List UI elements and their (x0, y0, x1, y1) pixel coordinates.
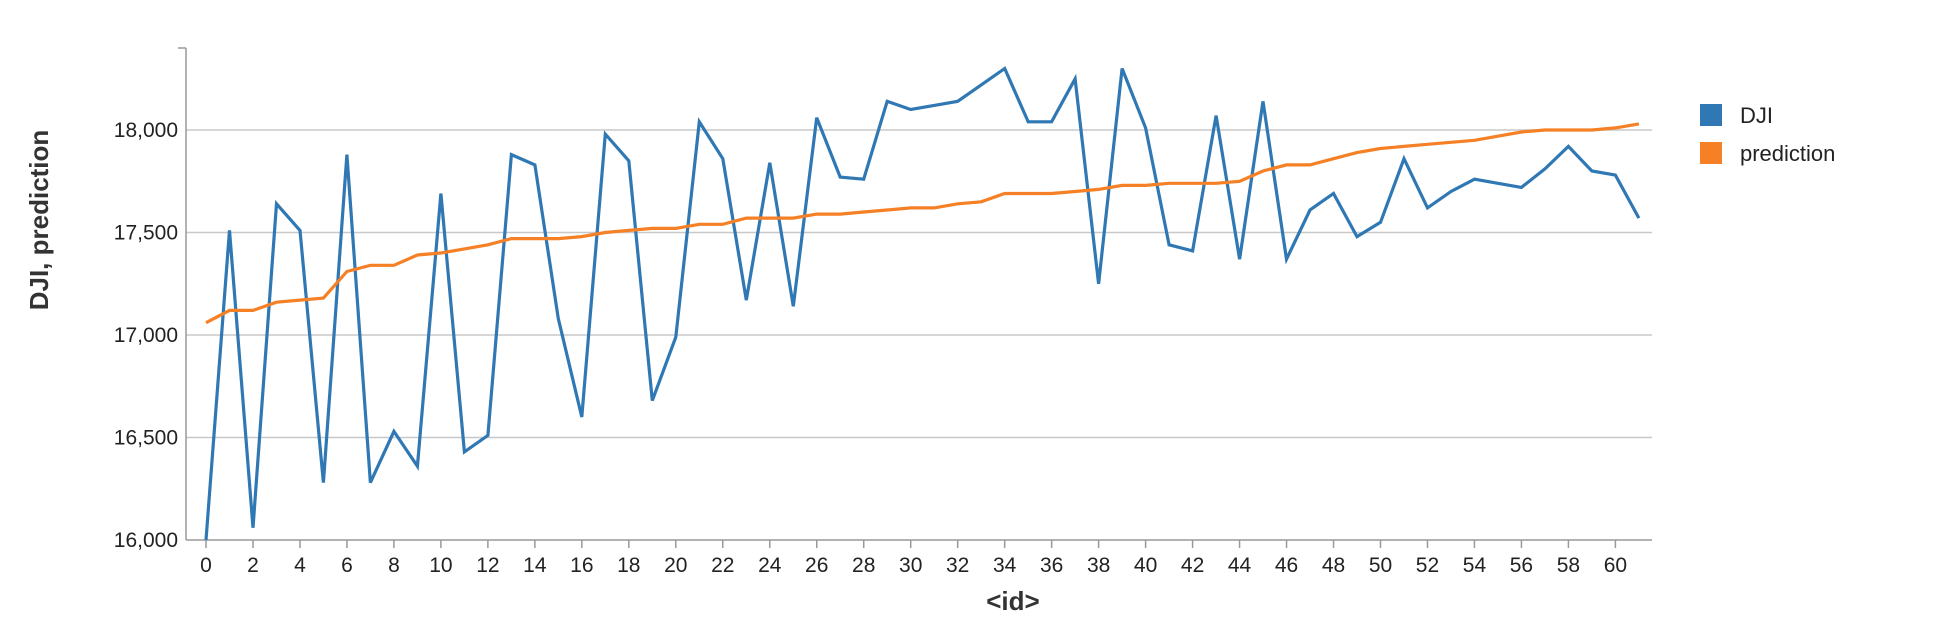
x-tick-label: 10 (429, 554, 452, 577)
x-tick-label: 2 (247, 554, 259, 577)
x-tick-label: 42 (1181, 554, 1204, 577)
x-tick-label: 60 (1604, 554, 1627, 577)
x-tick-label: 4 (294, 554, 306, 577)
x-tick-label: 16 (570, 554, 593, 577)
y-tick-label: 17,500 (114, 222, 178, 245)
series-lines (204, 66, 1641, 541)
y-axis-title: DJI, prediction (24, 130, 54, 311)
x-tick-label: 28 (852, 554, 875, 577)
x-tick-label: 34 (993, 554, 1017, 577)
x-tick-label: 8 (388, 554, 400, 577)
x-tick-label: 0 (200, 554, 212, 577)
x-tick-label: 52 (1416, 554, 1439, 577)
x-tick-label: 44 (1228, 554, 1252, 577)
y-tick-label: 18,000 (114, 119, 178, 142)
x-tick-label: 32 (946, 554, 969, 577)
x-tick-label: 30 (899, 554, 922, 577)
legend-label-prediction: prediction (1740, 141, 1835, 166)
x-tick-label: 40 (1134, 554, 1157, 577)
y-tick-label: 16,500 (114, 427, 178, 450)
x-tick-label: 58 (1557, 554, 1580, 577)
y-tick-label: 16,000 (114, 529, 178, 552)
x-tick-label: 20 (664, 554, 687, 577)
legend: DJI prediction (1700, 103, 1835, 166)
legend-swatch-dji (1700, 104, 1722, 126)
x-tick-label: 22 (711, 554, 734, 577)
legend-swatch-prediction (1700, 142, 1722, 164)
x-tick-label: 6 (341, 554, 353, 577)
x-tick-label: 56 (1510, 554, 1533, 577)
x-tick-label: 24 (758, 554, 782, 577)
x-tick-label: 54 (1463, 554, 1487, 577)
series-line-prediction (205, 122, 1640, 325)
y-tick-label: 17,000 (114, 324, 178, 347)
x-axis-title: <id> (986, 586, 1039, 616)
x-tick-label: 12 (476, 554, 499, 577)
x-tick-label: 38 (1087, 554, 1110, 577)
x-tick-label: 14 (523, 554, 547, 577)
x-tick-label: 48 (1322, 554, 1345, 577)
x-tick-label: 36 (1040, 554, 1063, 577)
x-tick-label: 18 (617, 554, 640, 577)
x-tick-label: 50 (1369, 554, 1392, 577)
x-tick-label: 46 (1275, 554, 1298, 577)
legend-label-dji: DJI (1740, 103, 1773, 128)
gridlines (186, 129, 1652, 439)
x-tick-label: 26 (805, 554, 828, 577)
series-line-dji (204, 66, 1641, 541)
